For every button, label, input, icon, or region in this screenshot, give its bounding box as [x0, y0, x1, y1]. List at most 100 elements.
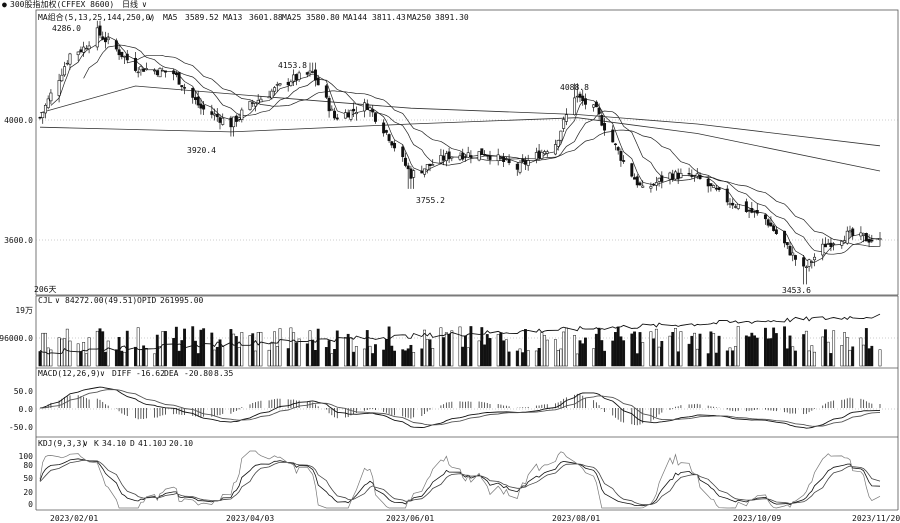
candle-body [43, 105, 47, 114]
instrument-title[interactable]: 300股指加权(CFFEX 8600) [10, 0, 114, 9]
candle-body [425, 164, 429, 171]
candle-body [772, 225, 776, 231]
volume-bar [442, 337, 446, 367]
volume-bar [813, 351, 816, 367]
candle [673, 169, 677, 181]
candle [425, 164, 429, 174]
ma-indicator-dropdown-icon[interactable]: ∨ [148, 13, 153, 22]
volume-bar [736, 326, 740, 367]
ma144-value: 3811.43 [372, 13, 406, 22]
volume-bar [164, 331, 167, 367]
candle-body [562, 119, 566, 129]
macd-indicator-dropdown-icon[interactable]: ∨ [100, 369, 105, 378]
candle-body [867, 239, 871, 243]
candle-body [63, 66, 67, 76]
volume-bar [785, 348, 789, 367]
volume-bar [308, 330, 312, 367]
volume-bar [294, 342, 298, 367]
period-dropdown-icon[interactable]: ∨ [142, 0, 147, 9]
candle-body [68, 53, 72, 65]
ma250-value: 3891.30 [435, 13, 469, 22]
y-axis-labels: 4000.0 3600.0 206天 19万 96000.0 50.0 0.0 … [0, 116, 56, 509]
candle-body [728, 203, 732, 205]
volume-bar [82, 342, 86, 367]
volume-bar [259, 331, 263, 367]
candle [772, 224, 776, 232]
volume-bar [829, 353, 833, 367]
candle [450, 156, 454, 162]
volume-bar [851, 346, 855, 367]
candle-body [864, 233, 868, 242]
candle-body [573, 97, 577, 115]
period-label[interactable]: 日线 [122, 0, 138, 9]
volume-bar [693, 332, 696, 367]
candle [649, 182, 653, 193]
candle-body [406, 165, 410, 170]
candle [461, 148, 465, 161]
x-label-4: 2023/10/09 [733, 514, 781, 523]
oi-indicator-label[interactable]: CJL [38, 296, 53, 305]
candle [870, 234, 874, 243]
candle-body [327, 97, 331, 112]
oi-indicator-dropdown-icon[interactable]: ∨ [55, 296, 60, 305]
candle [199, 98, 203, 115]
ma144-line [39, 117, 881, 172]
volume-bar [354, 346, 358, 367]
main-header: ● 300股指加权(CFFEX 8600) 日线 ∨ MA组合(5,13,25,… [2, 0, 469, 22]
candle-body [515, 163, 519, 170]
candle-body [191, 87, 195, 98]
candle-body [41, 112, 45, 119]
candle [611, 125, 615, 143]
candle [49, 89, 53, 105]
candle-body [196, 96, 200, 106]
candle [240, 107, 244, 123]
candle [343, 109, 347, 119]
candle-body [308, 70, 312, 74]
volume-bar [155, 334, 159, 367]
candle-body [368, 107, 372, 111]
volume-bar [428, 339, 432, 367]
candle [583, 93, 587, 110]
candle-body [630, 163, 634, 177]
kdj-indicator-label[interactable]: KDJ(9,3,3) [38, 439, 86, 448]
candle [68, 52, 72, 70]
volume-bar [832, 330, 836, 367]
candle [466, 146, 470, 158]
candle-body [714, 187, 718, 190]
candle [324, 84, 328, 100]
candle [248, 100, 252, 111]
candle-body [559, 130, 563, 141]
macd-indicator-label[interactable]: MACD(12,26,9) [38, 369, 101, 378]
volume-bar [344, 337, 347, 367]
candle [573, 83, 577, 116]
volume-bar [766, 338, 770, 367]
candle [335, 113, 339, 121]
candle [43, 103, 47, 119]
volume-bar [144, 347, 148, 367]
candle [600, 109, 604, 127]
candle [802, 254, 806, 285]
volume-bar [439, 327, 443, 367]
candle-body [687, 173, 691, 175]
candle-body [387, 134, 391, 141]
candle-body [403, 157, 407, 166]
volume-bar [349, 337, 353, 367]
candle-body [215, 113, 219, 118]
candle-body [199, 103, 203, 109]
volume-bar [458, 326, 462, 367]
candle-body [843, 240, 847, 243]
kdj-indicator-dropdown-icon[interactable]: ∨ [83, 439, 88, 448]
volume-bar [545, 339, 549, 367]
volume-bar [802, 334, 806, 367]
candle [101, 31, 105, 41]
candle [439, 148, 443, 165]
candle-body [878, 238, 882, 241]
volume-bar [660, 340, 664, 367]
ma-indicator-label[interactable]: MA组合(5,13,25,144,250,0) [38, 12, 155, 22]
candle-body [311, 71, 315, 73]
volume-bar [382, 349, 386, 367]
candle-body [660, 175, 664, 182]
candle-body [202, 105, 206, 110]
candle [753, 211, 757, 218]
